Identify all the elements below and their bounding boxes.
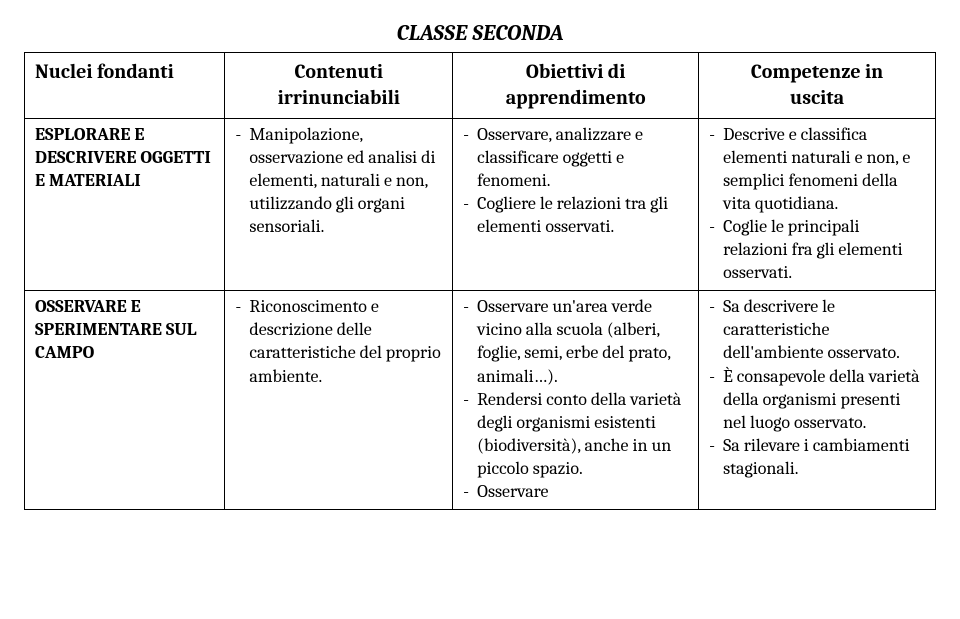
obiettivi-list: -Osservare un'area verde vicino alla scu…: [463, 295, 688, 502]
list-item-text: Osservare: [477, 480, 688, 503]
curriculum-table: Nuclei fondanti Contenuti irrinunciabili…: [24, 52, 936, 510]
header-competenze: Competenze in uscita: [699, 53, 936, 119]
header-line: Contenuti: [231, 59, 446, 85]
header-contenuti: Contenuti irrinunciabili: [225, 53, 453, 119]
dash-icon: -: [463, 295, 477, 318]
contenuti-list: -Riconoscimento e descrizione delle cara…: [235, 295, 442, 387]
cell-nuclei: ESPLORARE E DESCRIVERE OGGETTI E MATERIA…: [25, 119, 225, 291]
list-item: -Riconoscimento e descrizione delle cara…: [235, 295, 442, 387]
list-item-text: Descrive e classifica elementi naturali …: [723, 123, 925, 215]
dash-icon: -: [709, 123, 723, 146]
header-line: irrinunciabili: [231, 85, 446, 111]
table-header-row: Nuclei fondanti Contenuti irrinunciabili…: [25, 53, 936, 119]
list-item: -Osservare: [463, 480, 688, 503]
dash-icon: -: [709, 295, 723, 318]
competenze-list: -Descrive e classifica elementi naturali…: [709, 123, 925, 284]
cell-contenuti: -Manipolazione, osservazione ed analisi …: [225, 119, 453, 291]
list-item-text: Cogliere le relazioni tra gli elementi o…: [477, 192, 688, 238]
header-line: Competenze in: [705, 59, 929, 85]
dash-icon: -: [709, 215, 723, 238]
cell-obiettivi: -Osservare un'area verde vicino alla scu…: [453, 291, 699, 509]
list-item: -Sa descrivere le caratteristiche dell'a…: [709, 295, 925, 364]
table-row: OSSERVARE E SPERIMENTARE SUL CAMPO-Ricon…: [25, 291, 936, 509]
contenuti-list: -Manipolazione, osservazione ed analisi …: [235, 123, 442, 238]
list-item-text: Riconoscimento e descrizione delle carat…: [249, 295, 442, 387]
list-item-text: Sa descrivere le caratteristiche dell'am…: [723, 295, 925, 364]
list-item-text: Rendersi conto della varietà degli organ…: [477, 388, 688, 480]
header-nuclei: Nuclei fondanti: [25, 53, 225, 119]
cell-nuclei: OSSERVARE E SPERIMENTARE SUL CAMPO: [25, 291, 225, 509]
list-item-text: Osservare, analizzare e classificare ogg…: [477, 123, 688, 192]
obiettivi-list: -Osservare, analizzare e classificare og…: [463, 123, 688, 238]
header-line: Obiettivi di: [459, 59, 692, 85]
table-row: ESPLORARE E DESCRIVERE OGGETTI E MATERIA…: [25, 119, 936, 291]
cell-competenze: -Sa descrivere le caratteristiche dell'a…: [699, 291, 936, 509]
list-item: -È consapevole della varietà della organ…: [709, 365, 925, 434]
list-item: -Osservare un'area verde vicino alla scu…: [463, 295, 688, 387]
list-item: -Rendersi conto della varietà degli orga…: [463, 388, 688, 480]
dash-icon: -: [463, 192, 477, 215]
dash-icon: -: [463, 123, 477, 146]
list-item: -Osservare, analizzare e classificare og…: [463, 123, 688, 192]
dash-icon: -: [709, 434, 723, 457]
list-item: - Sa rilevare i cambiamenti stagionali.: [709, 434, 925, 480]
list-item: -Cogliere le relazioni tra gli elementi …: [463, 192, 688, 238]
page-title: CLASSE SECONDA: [24, 20, 936, 46]
list-item: -Coglie le principali relazioni fra gli …: [709, 215, 925, 284]
header-line: uscita: [705, 85, 929, 111]
dash-icon: -: [463, 480, 477, 503]
dash-icon: -: [709, 365, 723, 388]
dash-icon: -: [235, 295, 249, 318]
list-item: -Manipolazione, osservazione ed analisi …: [235, 123, 442, 238]
dash-icon: -: [235, 123, 249, 146]
cell-obiettivi: -Osservare, analizzare e classificare og…: [453, 119, 699, 291]
list-item-text: Coglie le principali relazioni fra gli e…: [723, 215, 925, 284]
header-line: apprendimento: [459, 85, 692, 111]
competenze-list: -Sa descrivere le caratteristiche dell'a…: [709, 295, 925, 479]
list-item-text: È consapevole della varietà della organi…: [723, 365, 925, 434]
list-item-text: Manipolazione, osservazione ed analisi d…: [249, 123, 442, 238]
cell-contenuti: -Riconoscimento e descrizione delle cara…: [225, 291, 453, 509]
header-obiettivi: Obiettivi di apprendimento: [453, 53, 699, 119]
list-item: -Descrive e classifica elementi naturali…: [709, 123, 925, 215]
dash-icon: -: [463, 388, 477, 411]
list-item-text: Osservare un'area verde vicino alla scuo…: [477, 295, 688, 387]
cell-competenze: -Descrive e classifica elementi naturali…: [699, 119, 936, 291]
list-item-text: Sa rilevare i cambiamenti stagionali.: [723, 434, 925, 480]
